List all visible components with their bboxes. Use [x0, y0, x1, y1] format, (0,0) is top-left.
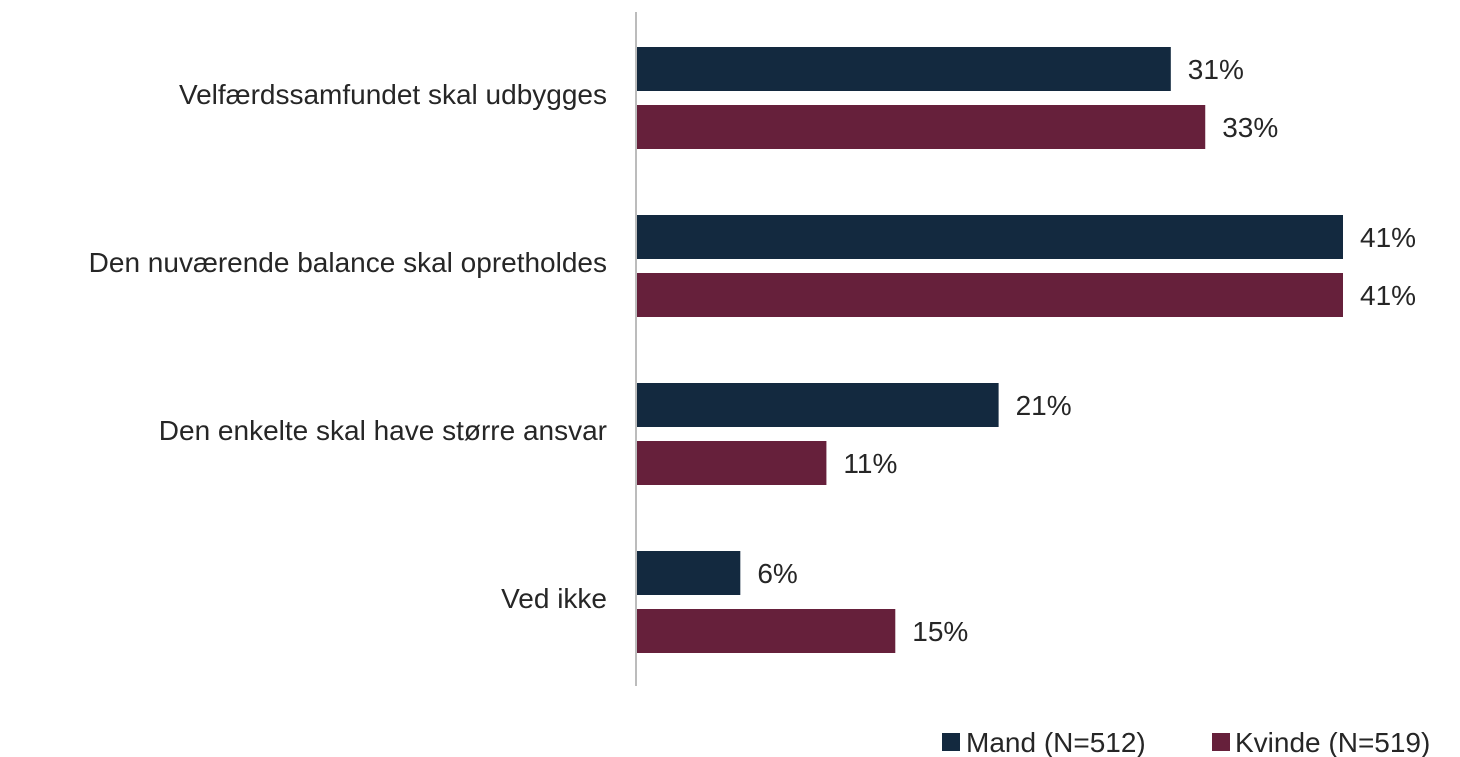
category-label-ved-ikke: Ved ikke [501, 583, 607, 614]
data-label-mand-velfaerdssamfundet-skal-udbygges: 31% [1188, 54, 1244, 85]
legend-swatch-kvinde [1212, 733, 1230, 751]
data-label-mand-den-nuvaerende-balance-skal-opretholdes: 41% [1360, 222, 1416, 253]
bar-mand-den-enkelte-skal-have-stoerre-ansvar [637, 383, 999, 427]
data-label-kvinde-den-enkelte-skal-have-stoerre-ansvar: 11% [843, 448, 897, 479]
bar-kvinde-den-enkelte-skal-have-stoerre-ansvar [637, 441, 827, 485]
data-label-mand-ved-ikke: 6% [757, 558, 797, 589]
bar-kvinde-den-nuvaerende-balance-skal-opretholdes [637, 273, 1343, 317]
data-labels: 31% 33% 41% 41% 21% 11% 6% 15% [757, 54, 1416, 647]
data-label-kvinde-den-nuvaerende-balance-skal-opretholdes: 41% [1360, 280, 1416, 311]
legend-swatch-mand [942, 733, 960, 751]
category-label-den-nuvaerende-balance-skal-opretholdes: Den nuværende balance skal opretholdes [89, 247, 607, 278]
bar-kvinde-ved-ikke [637, 609, 896, 653]
legend-label-kvinde: Kvinde (N=519) [1235, 727, 1430, 757]
bar-mand-ved-ikke [637, 551, 741, 595]
data-label-kvinde-velfaerdssamfundet-skal-udbygges: 33% [1222, 112, 1278, 143]
chart-bars [637, 47, 1343, 653]
category-label-velfaerdssamfundet-skal-udbygges: Velfærdssamfundet skal udbygges [179, 79, 607, 110]
data-label-kvinde-ved-ikke: 15% [912, 616, 968, 647]
legend-label-mand: Mand (N=512) [966, 727, 1146, 757]
legend: Mand (N=512) Kvinde (N=519) [942, 727, 1430, 757]
bar-mand-den-nuvaerende-balance-skal-opretholdes [637, 215, 1343, 259]
category-labels: Velfærdssamfundet skal udbygges Den nuvær… [89, 79, 607, 614]
data-label-mand-den-enkelte-skal-have-stoerre-ansvar: 21% [1016, 390, 1072, 421]
bar-kvinde-velfaerdssamfundet-skal-udbygges [637, 105, 1206, 149]
bar-mand-velfaerdssamfundet-skal-udbygges [637, 47, 1171, 91]
category-label-den-enkelte-skal-have-stoerre-ansvar: Den enkelte skal have større ansvar [159, 415, 607, 446]
